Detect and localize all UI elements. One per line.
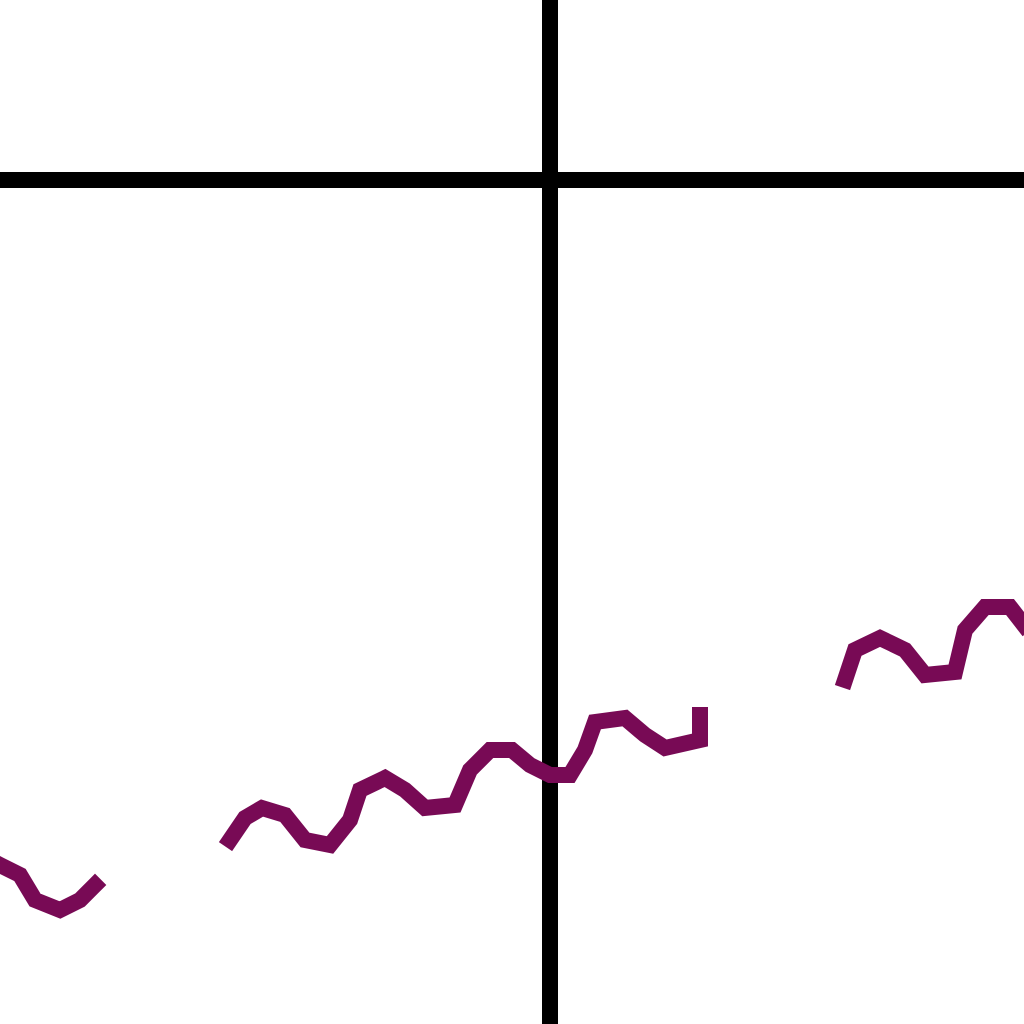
data-line	[0, 599, 1024, 919]
